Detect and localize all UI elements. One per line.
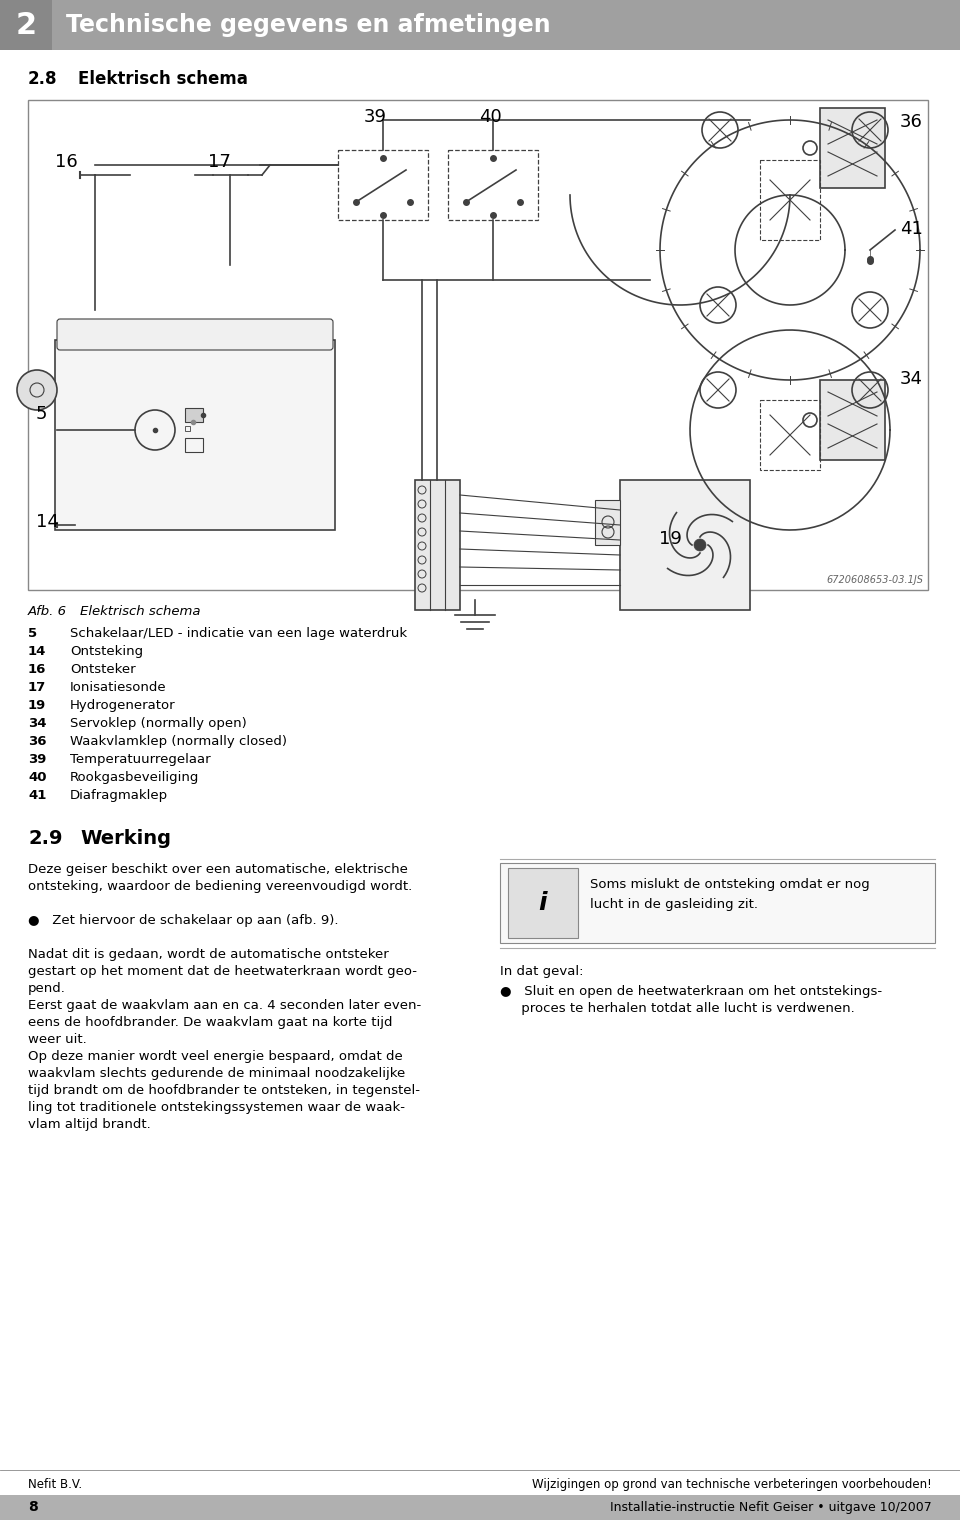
Bar bbox=[55, 340, 335, 530]
Text: Elektrisch schema: Elektrisch schema bbox=[80, 605, 201, 619]
Text: 5: 5 bbox=[28, 626, 37, 640]
Text: 39: 39 bbox=[28, 752, 46, 766]
Text: Elektrisch schema: Elektrisch schema bbox=[78, 70, 248, 88]
Text: 17: 17 bbox=[208, 154, 230, 172]
Bar bbox=[28, 100, 928, 590]
Text: 19: 19 bbox=[28, 699, 46, 711]
Text: 6720608653-03.1JS: 6720608653-03.1JS bbox=[826, 575, 923, 585]
Text: 5: 5 bbox=[36, 404, 47, 423]
Text: ling tot traditionele ontstekingssystemen waar de waak-: ling tot traditionele ontstekingssysteme… bbox=[28, 1100, 405, 1114]
Text: 40: 40 bbox=[479, 108, 501, 126]
Text: ontsteking, waardoor de bediening vereenvoudigd wordt.: ontsteking, waardoor de bediening vereen… bbox=[28, 880, 412, 894]
Text: 19: 19 bbox=[659, 530, 682, 549]
Text: lucht in de gasleiding zit.: lucht in de gasleiding zit. bbox=[590, 898, 758, 910]
Bar bbox=[500, 863, 935, 942]
Text: Nefit B.V.: Nefit B.V. bbox=[28, 1477, 83, 1491]
Text: 16: 16 bbox=[55, 154, 78, 172]
Text: 2: 2 bbox=[15, 11, 36, 40]
Bar bbox=[415, 480, 460, 610]
Text: Waakvlamklep (normally closed): Waakvlamklep (normally closed) bbox=[70, 736, 287, 748]
Text: tijd brandt om de hoofdbrander te ontsteken, in tegenstel-: tijd brandt om de hoofdbrander te ontste… bbox=[28, 1084, 420, 1097]
Text: proces te herhalen totdat alle lucht is verdwenen.: proces te herhalen totdat alle lucht is … bbox=[500, 1002, 854, 1015]
Bar bbox=[760, 400, 820, 470]
FancyBboxPatch shape bbox=[57, 319, 333, 350]
Text: In dat geval:: In dat geval: bbox=[500, 965, 584, 977]
Text: vlam altijd brandt.: vlam altijd brandt. bbox=[28, 1119, 151, 1131]
Text: gestart op het moment dat de heetwaterkraan wordt geo-: gestart op het moment dat de heetwaterkr… bbox=[28, 965, 417, 977]
Bar bbox=[595, 500, 620, 546]
Bar bbox=[185, 438, 203, 451]
Circle shape bbox=[694, 540, 706, 552]
Bar bbox=[185, 426, 190, 432]
Text: Temperatuurregelaar: Temperatuurregelaar bbox=[70, 752, 210, 766]
Text: Hydrogenerator: Hydrogenerator bbox=[70, 699, 176, 711]
Text: waakvlam slechts gedurende de minimaal noodzakelijke: waakvlam slechts gedurende de minimaal n… bbox=[28, 1067, 405, 1081]
Circle shape bbox=[17, 369, 57, 410]
Text: 2.8: 2.8 bbox=[28, 70, 58, 88]
Text: weer uit.: weer uit. bbox=[28, 1034, 86, 1046]
Text: Ontsteking: Ontsteking bbox=[70, 644, 143, 658]
Text: 40: 40 bbox=[28, 771, 46, 784]
Bar bbox=[338, 150, 428, 220]
Text: 39: 39 bbox=[364, 108, 387, 126]
Text: pend.: pend. bbox=[28, 982, 66, 996]
Text: Rookgasbeveiliging: Rookgasbeveiliging bbox=[70, 771, 200, 784]
Text: ●   Sluit en open de heetwaterkraan om het ontstekings-: ● Sluit en open de heetwaterkraan om het… bbox=[500, 985, 882, 999]
Text: Schakelaar/LED - indicatie van een lage waterdruk: Schakelaar/LED - indicatie van een lage … bbox=[70, 626, 407, 640]
Text: 14: 14 bbox=[36, 514, 59, 530]
Text: Ionisatiesonde: Ionisatiesonde bbox=[70, 681, 167, 695]
Text: Servoklep (normally open): Servoklep (normally open) bbox=[70, 717, 247, 730]
Text: eens de hoofdbrander. De waakvlam gaat na korte tijd: eens de hoofdbrander. De waakvlam gaat n… bbox=[28, 1015, 393, 1029]
Text: 16: 16 bbox=[28, 663, 46, 676]
Text: 41: 41 bbox=[900, 220, 923, 239]
Bar bbox=[0, 1496, 960, 1520]
Text: 41: 41 bbox=[28, 789, 46, 803]
Text: Diafragmaklep: Diafragmaklep bbox=[70, 789, 168, 803]
Text: Afb. 6: Afb. 6 bbox=[28, 605, 67, 619]
Text: 34: 34 bbox=[28, 717, 46, 730]
Text: Op deze manier wordt veel energie bespaard, omdat de: Op deze manier wordt veel energie bespaa… bbox=[28, 1050, 403, 1062]
Text: 34: 34 bbox=[900, 369, 923, 388]
Text: Eerst gaat de waakvlam aan en ca. 4 seconden later even-: Eerst gaat de waakvlam aan en ca. 4 seco… bbox=[28, 999, 421, 1012]
Bar bbox=[0, 0, 960, 50]
Bar bbox=[448, 150, 538, 220]
Text: Deze geiser beschikt over een automatische, elektrische: Deze geiser beschikt over een automatisc… bbox=[28, 863, 408, 876]
Text: Installatie-instructie Nefit Geiser • uitgave 10/2007: Installatie-instructie Nefit Geiser • ui… bbox=[611, 1500, 932, 1514]
Text: Werking: Werking bbox=[80, 828, 171, 848]
Text: Technische gegevens en afmetingen: Technische gegevens en afmetingen bbox=[66, 14, 551, 36]
Text: 36: 36 bbox=[28, 736, 46, 748]
Text: Nadat dit is gedaan, wordt de automatische ontsteker: Nadat dit is gedaan, wordt de automatisc… bbox=[28, 948, 389, 961]
Text: ●   Zet hiervoor de schakelaar op aan (afb. 9).: ● Zet hiervoor de schakelaar op aan (afb… bbox=[28, 914, 339, 927]
Bar bbox=[820, 380, 885, 461]
Bar bbox=[760, 160, 820, 240]
Text: Wijzigingen op grond van technische verbeteringen voorbehouden!: Wijzigingen op grond van technische verb… bbox=[532, 1477, 932, 1491]
Text: Soms mislukt de ontsteking omdat er nog: Soms mislukt de ontsteking omdat er nog bbox=[590, 879, 870, 891]
Text: 8: 8 bbox=[28, 1500, 37, 1514]
Bar bbox=[0, 0, 52, 50]
Bar bbox=[185, 407, 203, 423]
Bar bbox=[508, 868, 578, 938]
Bar bbox=[820, 108, 885, 188]
Bar bbox=[620, 480, 750, 610]
Text: 2.9: 2.9 bbox=[28, 828, 62, 848]
Text: Ontsteker: Ontsteker bbox=[70, 663, 135, 676]
Text: i: i bbox=[539, 891, 547, 915]
Text: 36: 36 bbox=[900, 112, 923, 131]
Text: 14: 14 bbox=[28, 644, 46, 658]
Text: 17: 17 bbox=[28, 681, 46, 695]
